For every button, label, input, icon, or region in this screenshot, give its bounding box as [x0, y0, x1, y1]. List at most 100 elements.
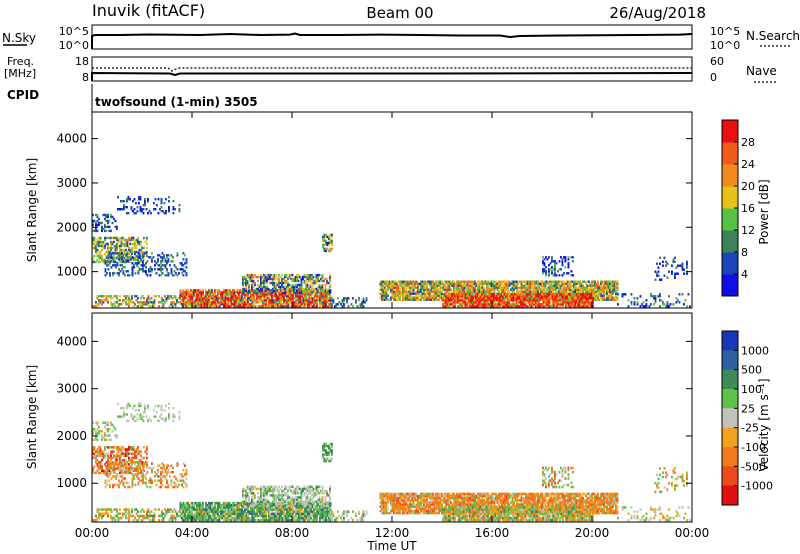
scatter-cell: [584, 295, 587, 298]
scatter-cell: [426, 292, 428, 295]
scatter-cell: [435, 286, 437, 289]
scatter-cell: [142, 268, 144, 271]
scatter-cell: [278, 283, 280, 287]
scatter-cell: [359, 303, 362, 306]
scatter-cell: [580, 290, 583, 293]
scatter-cell: [124, 274, 126, 277]
scatter-cell: [537, 280, 539, 283]
scatter-cell: [325, 239, 327, 243]
scatter-cell: [125, 270, 128, 273]
scatter-cell: [139, 413, 142, 416]
scatter-cell: [118, 468, 120, 472]
scatter-cell: [128, 274, 131, 277]
scatter-cell: [306, 275, 309, 279]
scatter-cell: [167, 464, 170, 467]
scatter-cell: [263, 295, 266, 298]
scatter-cell: [456, 288, 458, 291]
scatter-cell: [536, 293, 539, 296]
scatter-cell: [562, 295, 564, 298]
scatter-cell: [125, 452, 127, 455]
scatter-cell: [522, 290, 524, 293]
scatter-cell: [415, 292, 418, 295]
scatter-cell: [281, 297, 284, 300]
scatter-cell: [108, 246, 111, 250]
scatter-cell: [594, 282, 596, 285]
scatter-cell: [486, 290, 488, 293]
scatter-cell: [460, 305, 462, 308]
scatter-cell: [594, 280, 596, 283]
scatter-cell: [564, 258, 567, 261]
scatter-cell: [93, 229, 96, 233]
scatter-cell: [454, 286, 457, 289]
scatter-cell: [554, 301, 557, 304]
scatter-cell: [448, 280, 451, 283]
scatter-cell: [598, 284, 601, 287]
scatter-cell: [285, 281, 288, 285]
scatter-cell: [120, 516, 123, 520]
scatter-cell: [99, 450, 102, 453]
scatter-cell: [489, 288, 491, 291]
scatter-cell: [272, 287, 274, 291]
scatter-cell: [116, 256, 119, 259]
scatter-cell: [558, 268, 561, 271]
scatter-cell: [286, 299, 288, 302]
scatter-cell: [439, 288, 442, 291]
scatter-cell: [96, 252, 99, 256]
scatter-cell: [296, 295, 299, 298]
scatter-cell: [529, 286, 532, 289]
scatter-cell: [106, 470, 108, 474]
scatter-cell: [473, 303, 476, 306]
scatter-cell: [191, 293, 194, 296]
scatter-cell: [578, 305, 581, 308]
scatter-cell: [562, 293, 564, 296]
scatter-cell: [238, 289, 240, 292]
scatter-cell: [163, 202, 166, 205]
scatter-cell: [524, 299, 527, 302]
scatter-cell: [193, 293, 195, 296]
scatter-cell: [432, 282, 434, 285]
scatter-cell: [610, 280, 613, 283]
scatter-cell: [449, 301, 452, 304]
scatter-cell: [615, 282, 617, 285]
scatter-cell: [576, 286, 578, 289]
scatter-cell: [494, 303, 497, 306]
scatter-cell: [469, 293, 471, 296]
scatter-cell: [406, 280, 409, 283]
scatter-cell: [164, 274, 167, 277]
scatter-cell: [463, 282, 466, 285]
scatter-cell: [157, 479, 159, 482]
scatter-cell: [206, 293, 209, 296]
scatter-cell: [533, 301, 536, 304]
scatter-cell: [195, 305, 198, 308]
scatter-cell: [589, 295, 591, 298]
scatter-cell: [586, 299, 588, 302]
scatter-cell: [119, 508, 121, 511]
scatter-cell: [185, 470, 188, 474]
scatter-cell: [223, 299, 225, 302]
scatter-cell: [227, 289, 230, 292]
scatter-cell: [168, 295, 171, 298]
scatter-cell: [567, 280, 569, 283]
scatter-cell: [260, 281, 262, 285]
scatter-cell: [157, 264, 159, 267]
scatter-cell: [288, 287, 291, 291]
scatter-cell: [308, 275, 310, 279]
scatter-cell: [162, 299, 165, 302]
scatter-cell: [158, 479, 161, 482]
scatter-cell: [107, 512, 109, 515]
scatter-cell: [137, 240, 139, 244]
scatter-cell: [453, 280, 455, 283]
scatter-cell: [554, 270, 556, 273]
scatter-cell: [393, 280, 395, 283]
scatter-cell: [494, 297, 497, 300]
scatter-cell: [99, 242, 102, 246]
scatter-cell: [174, 295, 177, 298]
scatter-cell: [464, 303, 467, 306]
scatter-cell: [98, 240, 100, 244]
scatter-cell: [533, 297, 536, 300]
scatter-cell: [173, 303, 175, 306]
scatter-cell: [489, 284, 491, 287]
scatter-cell: [463, 297, 465, 300]
scatter-cell: [102, 508, 105, 511]
scatter-cell: [299, 303, 302, 306]
